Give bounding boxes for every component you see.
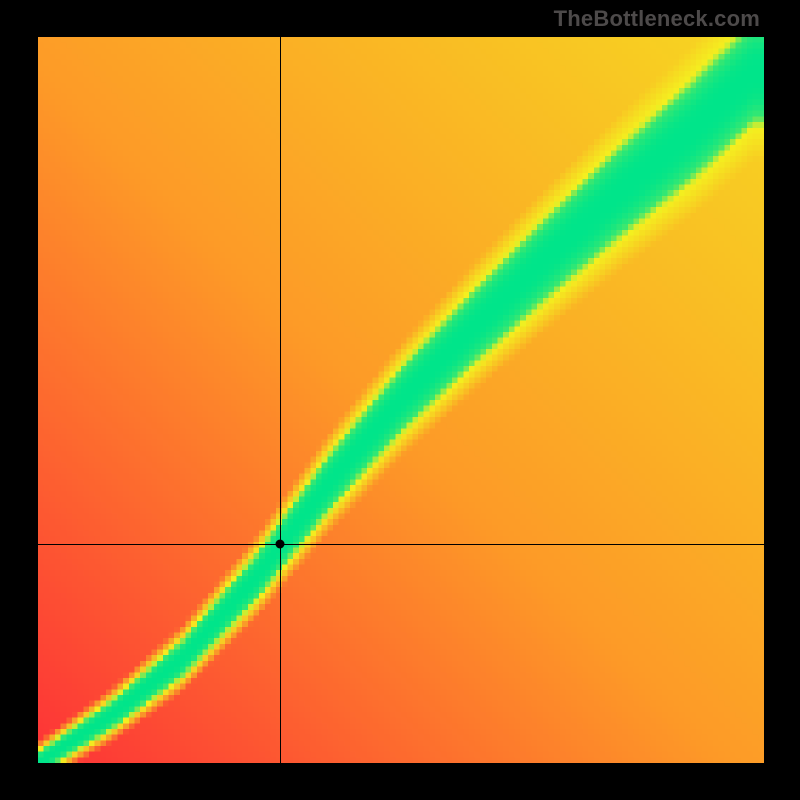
- crosshair-marker: [275, 540, 284, 549]
- watermark-text: TheBottleneck.com: [554, 6, 760, 32]
- plot-area: [38, 37, 764, 763]
- chart-frame: TheBottleneck.com: [0, 0, 800, 800]
- crosshair-horizontal: [38, 544, 764, 545]
- heatmap-canvas: [38, 37, 764, 763]
- crosshair-vertical: [280, 37, 281, 763]
